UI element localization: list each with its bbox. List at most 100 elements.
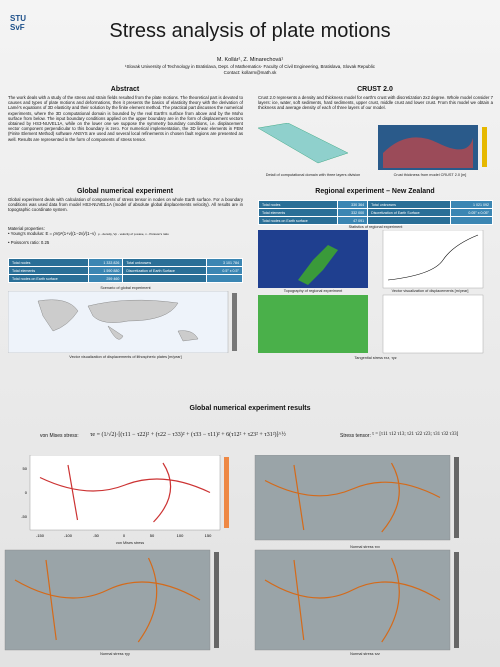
logo-line: SvF	[10, 23, 25, 32]
crust-text: Crust 2.0 represents a density and thick…	[258, 95, 493, 111]
x-tick-label: 100	[177, 533, 184, 538]
continents	[37, 299, 199, 342]
section-heading: CRUST 2.0	[357, 86, 393, 93]
global-text: Global experiment deals with calculation…	[8, 197, 243, 213]
table-cell: 0.05° x 0.05°	[450, 208, 493, 217]
stat-curve	[387, 234, 479, 281]
map	[254, 549, 451, 651]
label: Stress tensor:	[340, 433, 371, 439]
vector-map	[382, 294, 484, 354]
table-row: Total nodes 330 364 Total unknowns 1 021 09…	[257, 200, 493, 209]
global-map	[8, 291, 237, 353]
authors: M. Kollár¹, Z. Minarechová¹	[216, 57, 284, 63]
y-tick-label: -50	[21, 514, 28, 519]
colorbar	[482, 127, 487, 167]
x-tick-label: -150	[36, 533, 45, 538]
table-cell: 1 590 880	[87, 266, 124, 275]
label: von Mises stress:	[40, 433, 79, 439]
regional-table: Total nodes 330 364 Total unknowns 1 021 09…	[257, 200, 493, 225]
table-cell: 332 000	[337, 208, 369, 217]
x-tick-label: 50	[150, 533, 155, 538]
formula: τ = [τ11 τ12 τ13; τ21 τ22 τ23; τ31 τ32 τ…	[372, 432, 459, 437]
caption: Statistics of regional experiment	[348, 225, 403, 229]
x-tick-label: -100	[64, 533, 73, 538]
logo-line: STU	[10, 14, 26, 23]
caption: Normal stress τyy	[100, 652, 130, 656]
abstract-text: The work deals with a study of the stres…	[8, 95, 243, 142]
regional-figures	[258, 230, 484, 354]
caption: Vector visualization of displacements [m…	[391, 289, 469, 293]
table-cell: Total nodes	[257, 200, 339, 209]
table-cell	[206, 274, 243, 283]
table-wrap: Total nodes 330 364 Total unknowns 1 021 09…	[257, 200, 493, 225]
caption: Detail of computational domain with thre…	[265, 173, 361, 177]
caption: Normal stress τxx	[350, 545, 380, 549]
table-cell: Total elements	[8, 266, 89, 275]
section-heading: Abstract	[110, 86, 140, 93]
table-cell: Total elements	[257, 208, 339, 217]
x-tick-label: 0	[123, 533, 126, 538]
colorbar	[454, 457, 459, 538]
colorbar	[232, 293, 237, 351]
x-tick-label: 150	[205, 533, 212, 538]
table-cell: 3 101 784	[206, 258, 243, 267]
colorbar	[214, 552, 219, 648]
section-heading: Global numerical experiment results	[189, 405, 311, 412]
crust-relief	[383, 137, 473, 168]
caption: Topography of regional experiment	[283, 289, 343, 293]
caption: Normal stress τzz	[350, 652, 380, 656]
table-cell: 259 460	[87, 274, 124, 283]
colorbar	[454, 552, 459, 648]
tangential-map	[258, 295, 368, 353]
table-cell: Total nodes on Earth surface	[257, 216, 339, 225]
formula: τe = (1/√2)·[(τ11 − τ22)² + (τ22 − τ33)²…	[90, 432, 286, 438]
table-wrap: Total nodes 1 333 826 Total unknowns 3 101 …	[8, 258, 243, 283]
colorbar	[224, 457, 229, 528]
note: ρ - density, Vp - velocity of p-wave, ν …	[98, 232, 169, 237]
material: Material properties: • Young's modulus: E…	[8, 226, 243, 246]
caption: Scenario of global experiment	[100, 286, 151, 290]
plate-boundaries	[264, 557, 441, 643]
table-cell: Discretization of Earth Surface	[122, 266, 208, 275]
plate-boundaries	[264, 462, 441, 533]
affiliation: ¹Slovak University of Technology in Brat…	[124, 64, 376, 69]
map	[29, 455, 221, 531]
plate-boundaries	[14, 557, 201, 643]
y-tick-label: 0	[25, 490, 28, 495]
section-heading: Regional experiment – New Zealand	[315, 188, 435, 195]
title: Stress analysis of plate motions	[109, 20, 391, 42]
table-cell: Total nodes on Earth surface	[8, 274, 89, 283]
poisson: Poisson's ratio: 0.25	[10, 240, 50, 246]
global-table: Total nodes 1 333 826 Total unknowns 3 101 …	[8, 258, 243, 283]
caption: von Mises stress	[115, 541, 145, 545]
stat-plot	[382, 230, 484, 289]
table-cell: Total unknowns	[122, 258, 208, 267]
results-maps: -150 -100 -50 0 50 100 150 50 0 -50	[4, 455, 459, 651]
logo: STU SvF	[10, 14, 38, 32]
table-row: Total nodes 1 333 826 Total unknowns 3 101 …	[8, 258, 243, 267]
x-tick-label: -50	[93, 533, 100, 538]
table-cell: 1 333 826	[87, 258, 124, 267]
table-row: Total nodes on Earth surface 259 460	[8, 274, 243, 283]
table-cell: Total nodes	[8, 258, 89, 267]
plate-boundaries	[39, 462, 211, 523]
crust-figures	[258, 123, 487, 170]
table-cell: 1 021 092	[450, 200, 493, 209]
formula: Young's modulus: E = ρVp²(1+ν)(1−2ν)/(1−…	[10, 231, 96, 237]
map	[4, 549, 211, 651]
y-tick-label: 50	[23, 466, 28, 471]
table-cell: 0.5° x 0.5°	[206, 266, 243, 275]
table-row: Total nodes on Earth surface 47 091	[257, 216, 493, 225]
islands	[298, 245, 338, 285]
contact: Contact: kollarm@math.sk	[223, 70, 277, 75]
domain-figure	[258, 123, 349, 164]
table-cell	[122, 274, 208, 283]
table-cell	[367, 216, 452, 225]
table-cell: Discretization of Earth Surface	[367, 208, 452, 217]
table-row: Total elements 332 000 Discretization of E…	[257, 208, 493, 217]
map	[254, 455, 451, 541]
caption: Tangential stress τxz, τyz	[354, 356, 397, 360]
section-heading: Global numerical experiment	[76, 188, 174, 195]
material-title: Material properties:	[8, 226, 45, 231]
